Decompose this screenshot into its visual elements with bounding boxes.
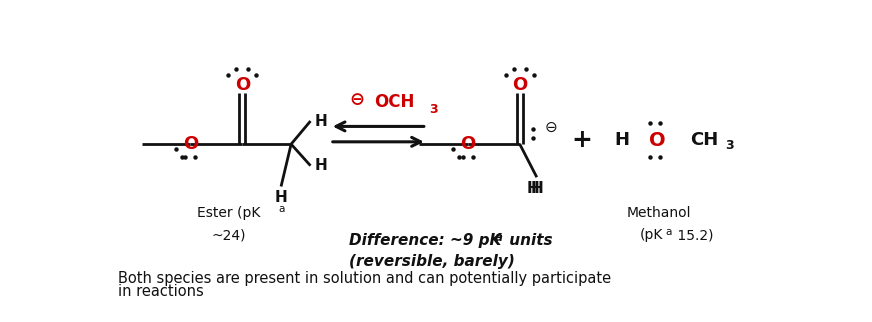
Text: Methanol: Methanol [627,206,691,220]
Text: O: O [460,135,475,153]
Text: (pK: (pK [640,228,664,242]
Text: in reactions: in reactions [119,284,204,299]
Text: OCH: OCH [374,93,415,111]
Text: 15.2): 15.2) [673,228,713,242]
Text: H: H [275,190,288,205]
Text: a: a [665,226,671,237]
Text: 3: 3 [429,103,438,116]
Text: Both species are present in solution and can potentially participate: Both species are present in solution and… [119,271,611,286]
Text: CH: CH [691,131,719,149]
Text: Ester (pK: Ester (pK [197,206,261,220]
Text: (reversible, barely): (reversible, barely) [350,254,515,269]
Text: 3: 3 [726,139,733,152]
Text: O: O [649,131,666,150]
Text: ~24): ~24) [212,228,247,242]
Text: ⊖: ⊖ [544,120,557,135]
Text: a: a [278,204,284,214]
Text: H: H [530,181,543,195]
Text: units: units [504,233,553,248]
Text: O: O [183,135,198,153]
Text: O: O [512,76,528,94]
Text: H: H [315,114,328,128]
Text: O: O [235,76,250,94]
Text: H: H [615,131,630,149]
Text: H: H [315,158,328,173]
Text: ⊖: ⊖ [349,91,364,109]
Text: a: a [495,231,503,244]
Text: +: + [571,128,592,152]
Text: Difference: ~9 pK: Difference: ~9 pK [350,233,501,248]
Text: H: H [527,181,539,195]
